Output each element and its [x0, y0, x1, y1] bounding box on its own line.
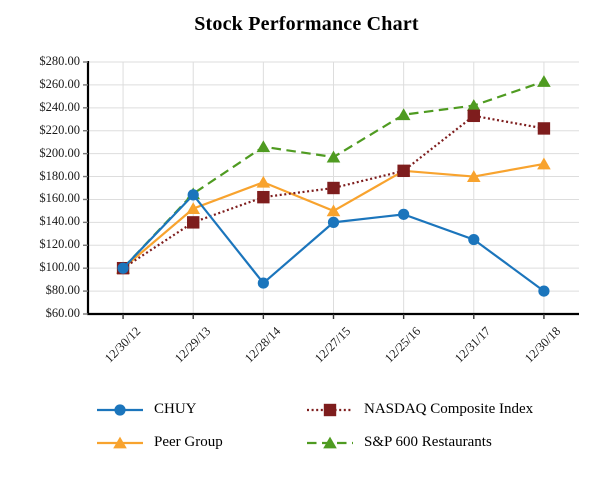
data-point-marker: [467, 109, 480, 123]
data-point-marker: [186, 202, 201, 215]
data-point-marker: [466, 170, 481, 182]
data-point-marker: [256, 175, 271, 188]
data-point-marker: [396, 108, 411, 121]
data-point-marker: [537, 157, 551, 170]
data-point-marker: [327, 216, 340, 228]
data-point-marker: [257, 277, 269, 289]
chart-title: Stock Performance Chart: [194, 13, 419, 35]
data-point-marker: [468, 233, 480, 246]
data-point-marker: [466, 99, 481, 111]
data-point-marker: [537, 75, 551, 87]
data-point-marker: [117, 262, 129, 274]
data-point-marker: [187, 216, 200, 229]
data-point-marker: [398, 208, 410, 220]
data-point-marker: [327, 181, 340, 195]
data-point-marker: [538, 285, 550, 297]
data-point-marker: [187, 189, 199, 201]
data-point-marker: [397, 164, 410, 178]
data-point-marker: [257, 190, 270, 204]
data-point-marker: [326, 204, 341, 217]
data-point-marker: [326, 150, 341, 163]
data-point-marker: [256, 140, 271, 153]
data-point-marker: [537, 122, 551, 135]
